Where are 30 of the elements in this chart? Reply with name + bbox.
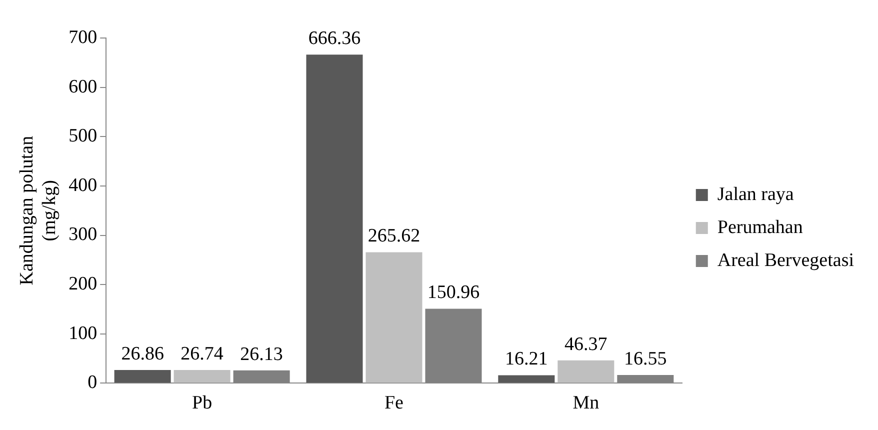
data-label: 265.62 bbox=[368, 226, 420, 247]
data-label: 26.74 bbox=[180, 344, 224, 364]
bar bbox=[174, 370, 230, 383]
bar bbox=[306, 54, 363, 383]
y-tick-label: 500 bbox=[68, 126, 98, 147]
bar bbox=[366, 252, 422, 383]
legend-label: Perumahan bbox=[717, 216, 804, 238]
data-label: 26.86 bbox=[121, 343, 164, 364]
legend-label: Areal Bervegetasi bbox=[717, 250, 854, 271]
data-label: 16.21 bbox=[505, 348, 548, 370]
y-tick-label: 200 bbox=[68, 274, 98, 295]
y-tick-label: 600 bbox=[68, 76, 98, 98]
bar bbox=[498, 375, 555, 383]
x-tick-label: Mn bbox=[572, 392, 600, 414]
y-tick-label: 100 bbox=[68, 322, 98, 344]
y-tick-label: 400 bbox=[68, 174, 98, 196]
bar bbox=[114, 370, 171, 383]
data-label: 16.55 bbox=[624, 348, 667, 370]
y-axis-title: Kandungan polutan (mg/kg) bbox=[16, 135, 60, 286]
y-tick-label: 0 bbox=[88, 372, 98, 394]
y-tick-label: 300 bbox=[68, 224, 98, 246]
data-label: 666.36 bbox=[308, 28, 361, 50]
x-tick-label: Fe bbox=[384, 392, 404, 414]
data-label: 26.13 bbox=[240, 344, 283, 365]
data-label: 46.37 bbox=[564, 334, 608, 355]
data-label: 150.96 bbox=[427, 282, 480, 304]
legend-label: Jalan raya bbox=[717, 184, 794, 205]
bar bbox=[558, 360, 614, 383]
x-tick-label: Pb bbox=[192, 392, 212, 414]
y-tick-label: 700 bbox=[68, 26, 98, 48]
